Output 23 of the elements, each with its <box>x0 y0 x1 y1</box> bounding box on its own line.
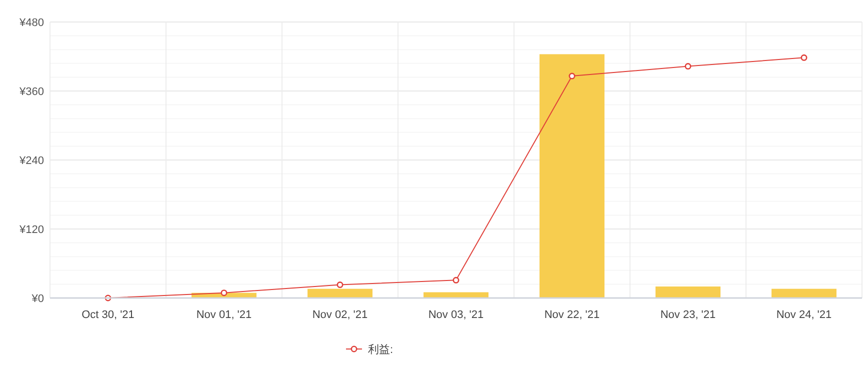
x-tick-label: Nov 02, '21 <box>312 309 368 321</box>
bar <box>656 286 720 298</box>
point <box>452 276 460 284</box>
x-tick-label: Nov 03, '21 <box>428 309 484 321</box>
x-tick-label: Oct 30, '21 <box>82 309 134 321</box>
y-tick-label: ¥240 <box>18 154 44 167</box>
point <box>800 54 808 61</box>
x-tick-label: Nov 22, '21 <box>544 309 600 321</box>
x-tick-label: Nov 23, '21 <box>660 309 716 321</box>
x-tick-label: Nov 01, '21 <box>196 309 252 321</box>
point <box>220 290 228 296</box>
y-tick-label: ¥360 <box>18 86 44 98</box>
point <box>568 72 576 80</box>
bar <box>772 288 836 298</box>
y-tick-label: ¥0 <box>30 292 44 305</box>
legend-label: 利益: <box>368 342 394 356</box>
point <box>336 282 344 288</box>
bar <box>540 54 604 298</box>
y-tick-label: ¥480 <box>18 16 44 29</box>
y-tick-label: ¥120 <box>18 224 44 236</box>
bar <box>308 288 372 298</box>
point <box>684 63 692 70</box>
x-tick-label: Nov 24, '21 <box>776 309 832 321</box>
